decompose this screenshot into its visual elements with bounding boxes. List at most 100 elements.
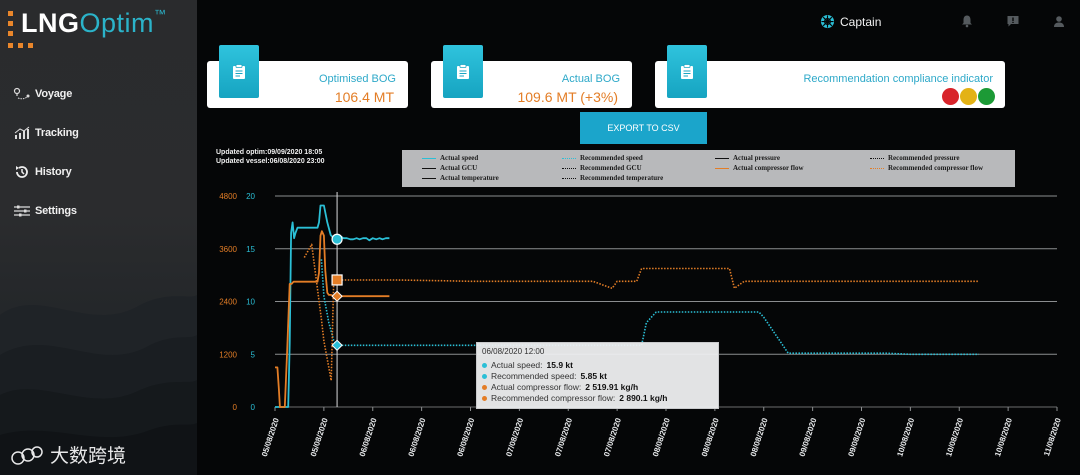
tooltip-value: 2 890.1 kg/h: [619, 393, 668, 403]
red-light: [942, 88, 959, 105]
bar-chart-icon: [12, 125, 32, 141]
legend-item[interactable]: Actual speed: [422, 154, 478, 162]
card-badge: [443, 45, 483, 98]
legend-swatch: [422, 157, 436, 159]
legend-item[interactable]: Actual temperature: [422, 174, 499, 182]
sidebar-item-settings[interactable]: Settings: [12, 191, 182, 230]
legend-swatch: [715, 167, 729, 169]
x-axis-tick-label: 07/08/2020: [504, 416, 525, 457]
crosshair-marker: [331, 339, 343, 351]
right-axis-tick-label: 5: [251, 350, 256, 359]
time-series-chart[interactable]: 0 0 1200 5 2400 10 3600 15 4800 20 05/08/2020 05/08…: [197, 186, 1080, 475]
legend-item[interactable]: Recommended speed: [562, 154, 643, 162]
compliance-card: Recommendation compliance indicator: [655, 45, 1005, 108]
updated-optim-text: Updated optim:09/09/2020 18:05: [216, 149, 323, 156]
tooltip-value: 2 519.91 kg/h: [585, 382, 639, 392]
legend-item[interactable]: Actual compressor flow: [715, 164, 804, 172]
crosshair-marker: [331, 290, 343, 302]
logo-text-secondary: Optim: [79, 8, 155, 38]
compliance-lights: [942, 88, 995, 105]
legend-label: Recommended pressure: [888, 154, 960, 162]
series-line-actual-compressor-flow[interactable]: [275, 230, 390, 408]
tooltip-dot: [482, 362, 487, 368]
logo-trademark: ™: [154, 7, 167, 21]
tooltip-row: Recommended speed: 5.85 kt: [482, 371, 607, 381]
legend-label: Actual pressure: [733, 154, 780, 162]
legend-label: Recommended compressor flow: [888, 164, 984, 172]
sidebar-nav: Voyage Tracking History Settings: [12, 74, 182, 230]
legend-item[interactable]: Recommended pressure: [870, 154, 959, 162]
user-icon[interactable]: [1052, 14, 1066, 28]
legend-item[interactable]: Actual GCU: [422, 164, 477, 172]
chart-tooltip: 06/08/2020 12:00 Actual speed: 15.9 kt Re…: [476, 342, 719, 409]
right-axis-tick-label: 0: [251, 403, 256, 412]
legend-swatch: [422, 177, 436, 179]
message-icon[interactable]: [1006, 14, 1020, 28]
legend-swatch: [870, 157, 884, 159]
card-label: Actual BOG: [561, 73, 620, 85]
right-axis-tick-label: 15: [246, 245, 255, 254]
sidebar-item-tracking[interactable]: Tracking: [12, 113, 182, 152]
legend-item[interactable]: Recommended compressor flow: [870, 164, 983, 172]
x-axis-tick-label: 11/08/2020: [1042, 416, 1063, 457]
tooltip-dot: [482, 395, 487, 401]
series-line-recommended-speed[interactable]: [320, 259, 979, 356]
sidebar-item-voyage[interactable]: Voyage: [12, 74, 182, 113]
bell-icon[interactable]: [960, 14, 974, 28]
legend-label: Recommended speed: [580, 154, 643, 162]
route-icon: [12, 86, 32, 102]
sidebar-item-history[interactable]: History: [12, 152, 182, 191]
watermark-logo-icon: [11, 445, 43, 465]
watermark: 大数跨境: [10, 441, 126, 468]
tooltip-value: 15.9 kt: [546, 360, 573, 370]
legend-label: Recommended GCU: [580, 164, 642, 172]
sidebar-item-label: Tracking: [35, 126, 79, 139]
history-icon: [12, 164, 32, 180]
x-axis-tick-label: 05/08/2020: [260, 416, 281, 457]
card-value: 109.6 MT (+3%): [517, 89, 618, 105]
sliders-icon: [12, 203, 32, 219]
actual-bog-card: Actual BOG 109.6 MT (+3%): [431, 45, 632, 108]
legend-item[interactable]: Recommended temperature: [562, 174, 663, 182]
tooltip-dot: [482, 384, 487, 390]
tooltip-value: 5.85 kt: [580, 371, 607, 381]
x-axis-tick-label: 09/08/2020: [846, 416, 867, 457]
sidebar-item-label: Voyage: [35, 87, 73, 100]
sidebar-item-label: History: [35, 165, 72, 178]
x-axis-tick-label: 08/08/2020: [700, 416, 721, 457]
x-axis-tick-label: 06/08/2020: [455, 416, 476, 457]
x-axis-tick-label: 07/08/2020: [553, 416, 574, 457]
tooltip-dot: [482, 373, 487, 379]
user-role-menu[interactable]: Captain: [820, 14, 881, 29]
tooltip-label: Recommended speed:: [491, 371, 577, 381]
legend-item[interactable]: Actual pressure: [715, 154, 780, 162]
left-axis-tick-label: 2400: [219, 298, 237, 307]
green-light: [978, 88, 995, 105]
sidebar: LNGOptim™ Voyage Tracking History Set: [0, 0, 197, 475]
legend-swatch: [870, 167, 884, 169]
legend-item[interactable]: Recommended GCU: [562, 164, 642, 172]
legend-label: Actual temperature: [440, 174, 499, 182]
left-axis-tick-label: 3600: [219, 245, 237, 254]
sidebar-background-waves: [0, 295, 197, 475]
series-line-actual-speed[interactable]: [275, 204, 390, 408]
legend-label: Actual compressor flow: [733, 164, 804, 172]
card-badge: [667, 45, 707, 98]
crosshair-marker: [331, 274, 343, 286]
tooltip-title: 06/08/2020 12:00: [482, 347, 545, 356]
legend-swatch: [562, 177, 576, 179]
x-axis-tick-label: 10/08/2020: [944, 416, 965, 457]
tooltip-row: Actual compressor flow: 2 519.91 kg/h: [482, 382, 638, 392]
card-label: Optimised BOG: [318, 73, 396, 85]
export-csv-button[interactable]: EXPORT TO CSV: [580, 112, 707, 144]
left-axis-tick-label: 4800: [219, 192, 237, 201]
x-axis-tick-label: 06/08/2020: [407, 416, 428, 457]
x-axis-tick-label: 07/08/2020: [602, 416, 623, 457]
legend-label: Recommended temperature: [580, 174, 664, 182]
legend-label: Actual GCU: [440, 164, 478, 172]
clipboard-icon: [233, 63, 245, 79]
user-role-label: Captain: [840, 14, 882, 29]
x-axis-tick-label: 06/08/2020: [358, 416, 379, 457]
yellow-light: [960, 88, 977, 105]
app-logo[interactable]: LNGOptim™: [8, 4, 197, 48]
